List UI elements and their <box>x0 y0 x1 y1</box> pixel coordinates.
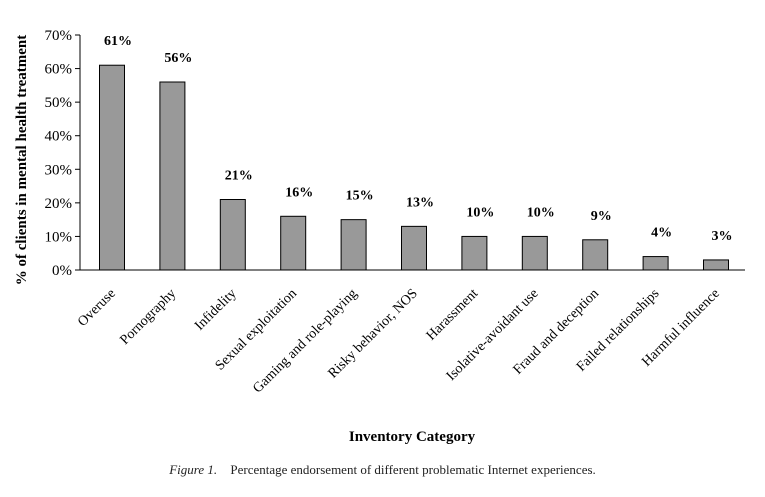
bar <box>159 81 186 271</box>
bar <box>219 199 246 271</box>
y-tick-label: 50% <box>45 95 73 111</box>
bar <box>582 239 609 271</box>
bar <box>461 235 488 271</box>
bar <box>99 64 125 271</box>
bar <box>703 259 729 271</box>
data-label: 3% <box>712 229 733 244</box>
data-label: 10% <box>466 205 494 220</box>
data-label: 61% <box>104 34 132 49</box>
x-axis-title: Inventory Category <box>349 429 476 445</box>
y-tick-label: 30% <box>45 162 73 178</box>
bar <box>340 219 367 271</box>
data-label: 9% <box>591 209 612 224</box>
data-labels: 61% 56% 21% 16% 15% 13% 10% 10% 9% 4% 3% <box>104 34 733 244</box>
data-label: 13% <box>406 195 434 210</box>
y-tick-label: 70% <box>45 28 73 44</box>
caption-text: Percentage endorsement of different prob… <box>230 462 596 477</box>
y-tick-label: 10% <box>45 229 73 245</box>
figure-caption: Figure 1. Percentage endorsement of diff… <box>0 462 765 478</box>
data-label: 10% <box>527 205 555 220</box>
category-label: Harassment <box>424 286 481 343</box>
bar <box>521 235 548 271</box>
y-tick-label: 0% <box>52 263 72 279</box>
data-label: 56% <box>164 51 192 66</box>
category-label: Gaming and role-playing <box>250 286 360 396</box>
data-label: 21% <box>225 169 253 184</box>
bar <box>280 215 307 271</box>
data-label: 4% <box>651 226 672 241</box>
bars <box>99 64 729 271</box>
data-label: 16% <box>285 185 313 200</box>
y-tick-label: 40% <box>45 129 73 145</box>
y-tick-label: 60% <box>45 62 73 78</box>
y-tick-label: 20% <box>45 196 73 212</box>
category-label: Overuse <box>75 286 119 330</box>
bar <box>401 225 427 271</box>
y-axis-ticks: 0% 10% 20% 30% 40% 50% 60% 70% <box>45 28 80 279</box>
bar-chart: 0% 10% 20% 30% 40% 50% 60% 70% 61% 56% 21% 16% 15% 1… <box>14 28 745 445</box>
figure-label: Figure 1. <box>169 462 218 477</box>
category-label: Infidelity <box>192 286 239 333</box>
data-label: 15% <box>346 189 374 204</box>
y-axis-title: % of clients in mental health treatment <box>14 35 30 286</box>
bar <box>642 256 669 271</box>
category-label: Pornography <box>117 286 179 348</box>
